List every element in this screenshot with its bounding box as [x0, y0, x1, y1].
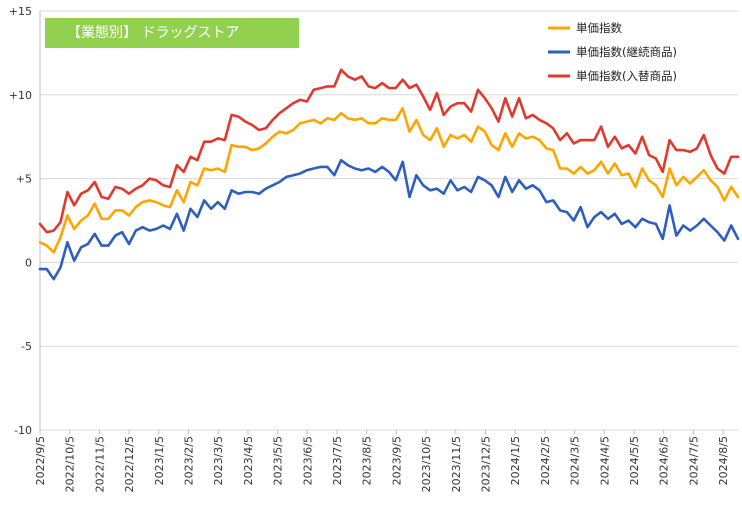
x-tick-label: 2024/6/5 [658, 436, 671, 485]
y-tick-label: +10 [9, 89, 32, 102]
series-line-1 [38, 106, 740, 254]
x-tick-label: 2023/9/5 [390, 436, 403, 485]
x-tick-label: 2023/12/5 [479, 436, 492, 492]
series-line-3 [38, 68, 740, 234]
x-tick-label: 2023/8/5 [361, 436, 374, 485]
y-tick-label: 0 [25, 256, 32, 269]
y-tick-label: -10 [14, 424, 32, 437]
x-tick-label: 2023/4/5 [242, 436, 255, 485]
x-tick-label: 2022/12/5 [123, 436, 136, 492]
x-tick-label: 2024/7/5 [687, 436, 700, 485]
x-tick-label: 2024/4/5 [598, 436, 611, 485]
x-tick-label: 2023/1/5 [153, 436, 166, 485]
x-tick-label: 2022/9/5 [34, 436, 47, 485]
x-tick-label: 2024/2/5 [539, 436, 552, 485]
x-tick-label: 2023/5/5 [272, 436, 285, 485]
x-tick-label: 2024/1/5 [509, 436, 522, 485]
legend-label: 単価指数(入替商品) [576, 69, 677, 83]
chart-title: 【業態別】 ドラッグストア [45, 18, 299, 48]
x-tick-label: 2023/10/5 [420, 436, 433, 492]
x-tick-label: 2023/6/5 [301, 436, 314, 485]
legend-label: 単価指数(継続商品) [576, 45, 677, 59]
x-tick-label: 2024/3/5 [569, 436, 582, 485]
x-tick-label: 2024/8/5 [717, 436, 730, 485]
x-tick-label: 2023/7/5 [331, 436, 344, 485]
x-tick-label: 2024/5/5 [628, 436, 641, 485]
x-tick-label: 2023/11/5 [450, 436, 463, 492]
x-tick-label: 2022/11/5 [93, 436, 106, 492]
series-line-2 [38, 158, 740, 281]
y-tick-label: +15 [9, 5, 32, 18]
x-tick-label: 2023/3/5 [212, 436, 225, 485]
legend-label: 単価指数 [576, 21, 622, 35]
y-tick-label: +5 [16, 173, 32, 186]
x-tick-label: 2023/2/5 [182, 436, 195, 485]
y-tick-label: -5 [21, 340, 32, 353]
x-tick-label: 2022/10/5 [64, 436, 77, 492]
series-lines [38, 68, 740, 281]
gridlines [40, 10, 738, 431]
